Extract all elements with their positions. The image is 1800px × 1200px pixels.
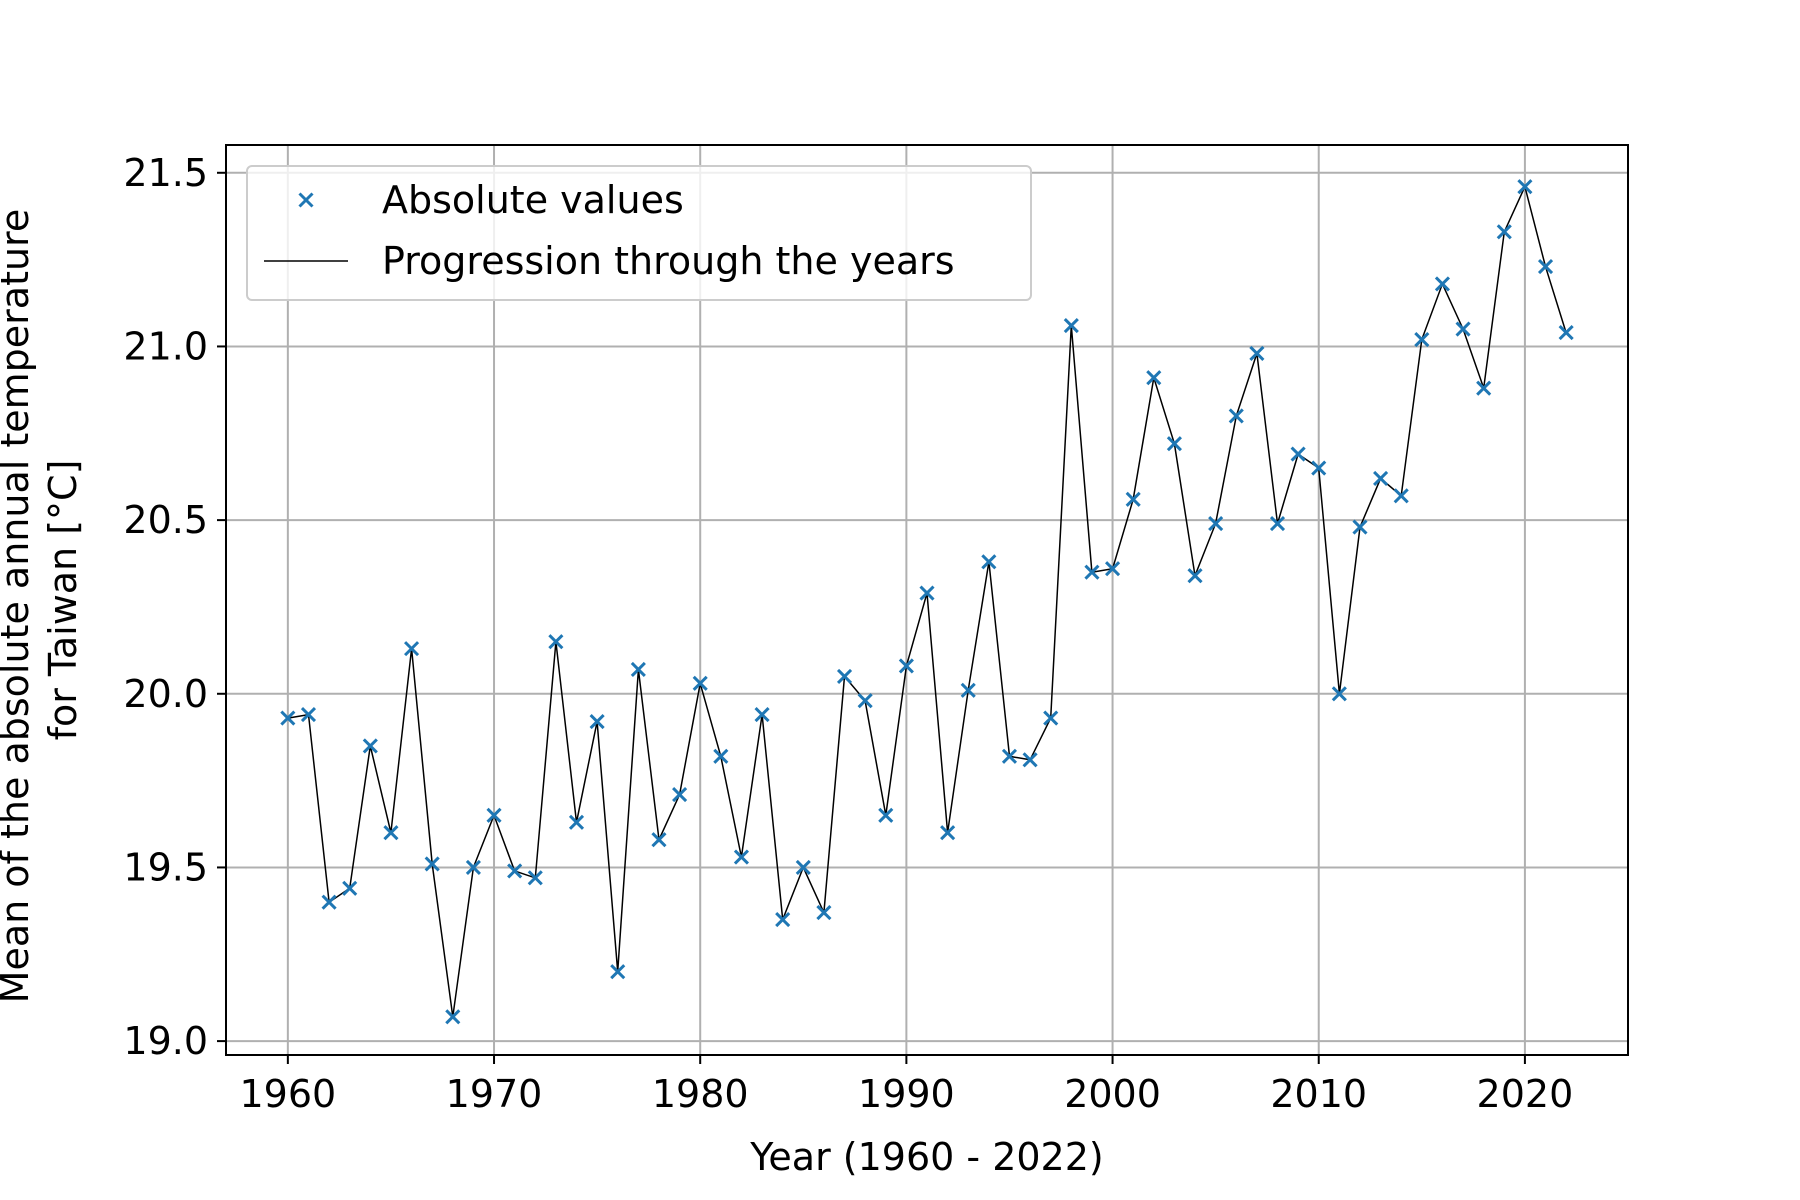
data-point-marker — [1063, 318, 1079, 334]
data-point-marker — [1166, 436, 1182, 452]
plot-area-frame — [225, 144, 1629, 1056]
data-point-marker — [981, 554, 997, 570]
legend-label-progression: Progression through the years — [382, 239, 955, 283]
data-point-marker — [1290, 446, 1306, 462]
data-point-marker — [1558, 324, 1574, 341]
data-point-marker — [610, 964, 626, 980]
y-axis-label-line-2: for Taiwan [°C] — [41, 460, 85, 741]
data-point-marker — [1001, 748, 1018, 764]
y-tick-label: 20.0 — [123, 672, 208, 716]
data-point-marker — [754, 707, 770, 723]
data-point-marker — [1084, 564, 1100, 580]
data-point-marker — [280, 710, 296, 726]
x-tick-label: 2010 — [1270, 1072, 1367, 1116]
data-point-marker — [342, 880, 358, 896]
data-point-marker — [568, 814, 585, 830]
data-point-marker — [1414, 331, 1430, 348]
y-axis-label-line-1: Mean of the absolute annual temperature — [0, 209, 37, 1004]
y-tick-label: 20.5 — [123, 498, 208, 542]
data-point-marker — [1022, 752, 1038, 768]
data-point-marker — [1476, 380, 1492, 396]
data-point-marker — [1517, 179, 1533, 195]
data-point-marker — [651, 832, 667, 848]
data-point-marker — [321, 894, 337, 910]
x-axis-ticks: 1960 1970 1980 1990 2000 2010 2020 — [239, 1055, 1573, 1116]
data-point-marker — [403, 641, 420, 657]
data-point-marker — [940, 825, 956, 841]
data-point-marker — [816, 905, 832, 921]
y-axis-label: Mean of the absolute annual temperature … — [0, 197, 85, 1004]
data-point-marker — [1537, 259, 1554, 275]
x-tick-label: 1980 — [652, 1072, 749, 1116]
data-point-marker — [445, 1009, 461, 1025]
x-tick-label: 2020 — [1477, 1072, 1574, 1116]
x-tick-label: 1990 — [858, 1072, 955, 1116]
legend-x-marker-icon — [298, 192, 314, 208]
data-point-marker — [1104, 561, 1121, 577]
data-point-marker — [1331, 686, 1347, 702]
data-point-marker — [836, 668, 853, 684]
data-point-marker — [300, 707, 317, 723]
data-point-marker — [919, 585, 935, 601]
data-point-marker — [424, 856, 440, 872]
y-tick-label: 21.0 — [123, 324, 208, 368]
data-point-marker — [1455, 321, 1471, 337]
data-point-marker — [383, 825, 399, 841]
data-point-marker — [486, 807, 502, 823]
y-tick-label: 21.5 — [123, 151, 208, 195]
x-axis-label: Year (1960 - 2022) — [749, 1135, 1103, 1179]
data-point-marker — [465, 859, 481, 876]
x-tick-label: 2000 — [1064, 1072, 1161, 1116]
data-point-marker — [672, 786, 688, 803]
data-point-marker — [1146, 370, 1162, 386]
data-point-marker — [548, 634, 564, 650]
legend-label-absolute-values: Absolute values — [382, 178, 684, 222]
data-point-marker — [1187, 568, 1203, 584]
data-point-marker — [1373, 470, 1389, 486]
data-point-marker — [878, 807, 894, 823]
data-point-marker — [1496, 224, 1512, 240]
data-point-marker — [713, 748, 729, 764]
data-point-marker — [1434, 276, 1451, 292]
data-point-marker — [1249, 345, 1265, 361]
data-point-marker — [1208, 516, 1224, 532]
data-point-marker — [507, 863, 523, 879]
data-point-marker — [589, 714, 605, 730]
data-point-marker — [1043, 710, 1059, 726]
legend-box — [246, 165, 1032, 301]
data-point-marker — [1311, 460, 1327, 476]
x-tick-label: 1970 — [446, 1072, 543, 1116]
data-point-marker — [1125, 491, 1141, 507]
data-point-marker — [692, 675, 708, 691]
data-point-marker — [1269, 516, 1286, 532]
data-point-marker — [362, 738, 378, 754]
data-point-marker — [960, 682, 976, 698]
data-point-marker — [527, 870, 543, 886]
data-point-marker — [775, 911, 791, 928]
data-point-marker — [857, 693, 873, 709]
absolute-values-markers — [280, 179, 1574, 1025]
y-tick-label: 19.0 — [123, 1019, 208, 1063]
data-point-marker — [898, 658, 914, 674]
y-tick-label: 19.5 — [123, 845, 208, 889]
x-tick-label: 1960 — [239, 1072, 336, 1116]
data-point-marker — [1352, 519, 1368, 535]
data-point-marker — [795, 859, 811, 876]
data-point-marker — [1228, 408, 1244, 424]
y-axis-ticks: 19.0 19.5 20.0 20.5 21.0 21.5 — [123, 151, 226, 1063]
data-point-marker — [1393, 488, 1409, 504]
legend: Absolute values Progression through the … — [246, 165, 1032, 301]
data-point-marker — [630, 661, 646, 678]
data-point-marker — [733, 849, 750, 865]
